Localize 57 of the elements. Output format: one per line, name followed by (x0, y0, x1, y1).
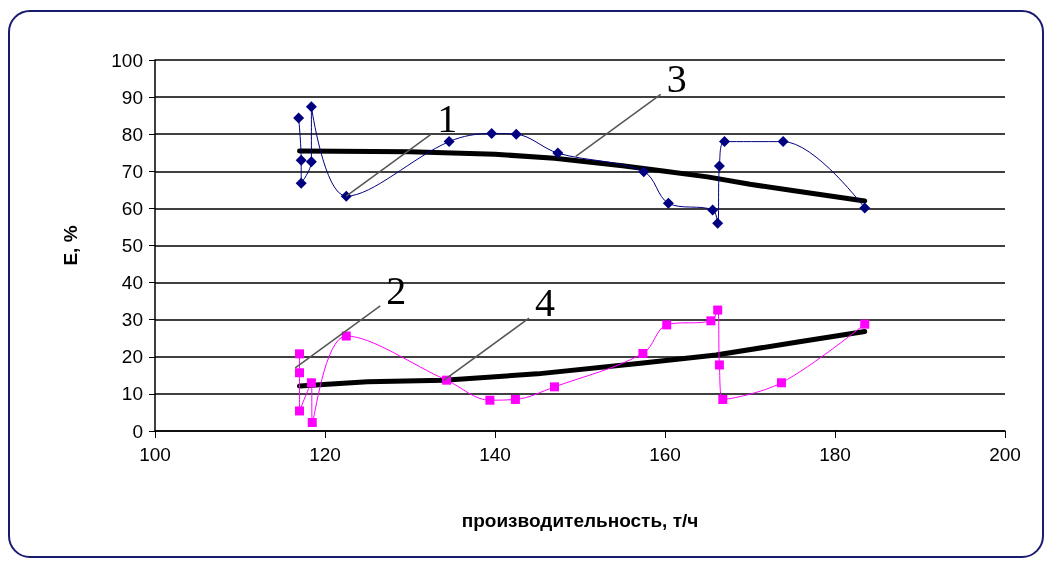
y-tick-label: 0 (132, 420, 143, 442)
y-tick-label: 100 (111, 49, 143, 71)
point (305, 156, 317, 168)
x-axis-title: производительность, т/ч (461, 510, 699, 531)
y-tick-label: 30 (121, 309, 143, 331)
point (295, 349, 304, 359)
point (638, 166, 650, 178)
annotation: 1 (437, 96, 458, 142)
point (295, 154, 307, 166)
annotation: 3 (666, 56, 687, 102)
point (662, 197, 674, 209)
point (295, 368, 304, 378)
y-tick-label: 80 (121, 123, 143, 145)
point (777, 136, 789, 148)
point (295, 406, 304, 416)
x-tick-label: 120 (309, 444, 341, 465)
y-tick-label: 50 (121, 235, 143, 256)
point (510, 128, 522, 140)
y-axis-title: E, % (60, 225, 81, 266)
point (712, 217, 724, 229)
y-tick-label: 10 (121, 383, 143, 405)
y-tick-label: 60 (121, 197, 143, 219)
point (307, 417, 317, 427)
point (662, 320, 672, 330)
point (707, 204, 719, 216)
point (293, 112, 305, 124)
point (638, 348, 648, 358)
point (718, 394, 728, 404)
point (776, 378, 786, 388)
point (306, 378, 316, 388)
point (295, 177, 307, 189)
point (859, 202, 871, 214)
annotation: 4 (535, 280, 555, 326)
point (714, 360, 724, 370)
point (341, 331, 351, 341)
x-tick-label: 180 (819, 444, 851, 465)
point (860, 319, 870, 329)
y-tick-label: 20 (121, 346, 143, 368)
point (510, 394, 520, 404)
point (719, 136, 730, 148)
point (305, 101, 317, 113)
point (552, 147, 564, 159)
point (340, 190, 352, 202)
x-tick-label: 160 (649, 444, 681, 465)
point (713, 160, 725, 172)
point (706, 316, 716, 326)
y-tick-label: 90 (121, 86, 143, 108)
point (486, 127, 498, 139)
x-tick-label: 100 (139, 444, 171, 465)
y-tick-label: 40 (121, 272, 143, 294)
point (443, 136, 455, 148)
y-tick-label: 70 (121, 160, 143, 182)
point (713, 305, 723, 315)
x-tick-label: 200 (989, 444, 1021, 465)
point (485, 395, 495, 405)
point (550, 382, 559, 392)
x-tick-label: 140 (479, 444, 511, 465)
